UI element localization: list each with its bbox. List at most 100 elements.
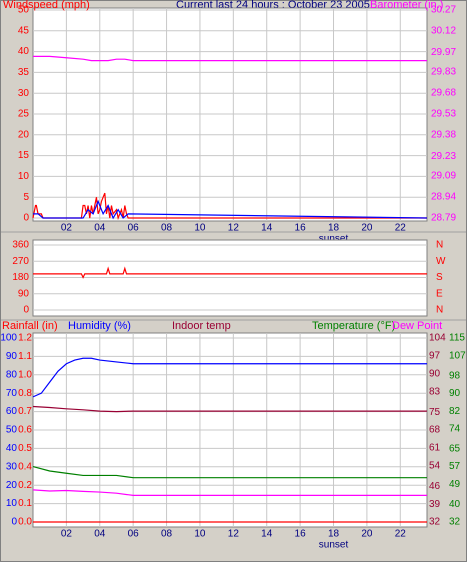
x-tick-label: 12 xyxy=(228,529,240,540)
series-name: Windspeed (mph) xyxy=(3,0,90,11)
y4-tick-label: 0.4 xyxy=(18,461,32,472)
x-tick-label: 10 xyxy=(194,223,206,234)
y-tick-label: 0 xyxy=(11,517,17,528)
y-tick-label: 50 xyxy=(18,5,30,16)
y-tick-label: 90 xyxy=(18,288,30,299)
y4-tick-label: 0.2 xyxy=(18,480,32,491)
series-line xyxy=(33,266,427,279)
y3-tick-label: 40 xyxy=(449,499,461,510)
x-tick-label: 02 xyxy=(61,529,73,540)
y2-tick-label: 29.97 xyxy=(431,47,456,58)
annotation: sunset xyxy=(319,540,349,551)
y-tick-label: 270 xyxy=(12,256,29,267)
series-line xyxy=(32,465,427,479)
y2-tick-label: N xyxy=(436,305,443,316)
x-tick-label: 18 xyxy=(328,529,340,540)
y-tick-label: 20 xyxy=(18,129,30,140)
y-tick-label: 0 xyxy=(23,213,29,224)
y-tick-label: 100 xyxy=(0,333,17,344)
y4-tick-label: 0.1 xyxy=(18,498,32,509)
y2-tick-label: 61 xyxy=(429,443,441,454)
y2-tick-label: 29.53 xyxy=(431,109,456,120)
y-tick-label: 180 xyxy=(12,272,29,283)
y-tick-label: 50 xyxy=(6,425,18,436)
y2-tick-label: 29.38 xyxy=(431,130,456,141)
y2-tick-label: 29.09 xyxy=(431,170,456,181)
y2-tick-label: 46 xyxy=(429,481,441,492)
y-tick-label: 30 xyxy=(6,461,18,472)
series-name: Barometer (in.) xyxy=(370,0,443,11)
y2-tick-label: 29.68 xyxy=(431,88,456,99)
x-tick-label: 06 xyxy=(128,529,140,540)
chart-title: Current last 24 hours : October 23 2005 xyxy=(176,0,370,11)
y2-tick-label: 28.79 xyxy=(431,213,456,224)
y2-tick-label: 83 xyxy=(429,386,441,397)
y-tick-label: 35 xyxy=(18,67,30,78)
y-tick-label: 60 xyxy=(6,406,18,417)
y3-tick-label: 74 xyxy=(449,424,461,435)
x-tick-label: 14 xyxy=(261,223,273,234)
y-tick-label: 10 xyxy=(18,171,30,182)
y4-tick-label: 0.8 xyxy=(18,388,32,399)
y2-tick-label: S xyxy=(436,272,443,283)
y-tick-label: 5 xyxy=(23,192,29,203)
x-tick-label: 14 xyxy=(261,529,273,540)
y4-tick-label: 0.5 xyxy=(18,443,32,454)
y2-tick-label: E xyxy=(436,288,443,299)
series-line xyxy=(32,405,427,413)
x-tick-label: 18 xyxy=(328,223,340,234)
x-tick-label: 02 xyxy=(61,223,73,234)
y3-tick-label: 49 xyxy=(449,479,461,490)
y3-tick-label: 107 xyxy=(449,350,466,361)
y2-tick-label: 39 xyxy=(429,499,441,510)
annotation: sunset xyxy=(319,234,349,245)
y-tick-label: 40 xyxy=(6,443,18,454)
series-line xyxy=(33,199,428,220)
series-name: Rainfall (in) xyxy=(2,320,58,332)
y3-tick-label: 115 xyxy=(449,333,465,344)
y-tick-label: 20 xyxy=(6,480,18,491)
x-tick-label: 08 xyxy=(161,223,173,234)
y3-tick-label: 90 xyxy=(449,388,461,399)
y2-tick-label: 32 xyxy=(429,517,441,528)
x-tick-label: 22 xyxy=(395,529,407,540)
x-tick-label: 16 xyxy=(295,223,307,234)
x-tick-label: 10 xyxy=(194,529,206,540)
x-tick-label: 20 xyxy=(361,529,373,540)
x-tick-label: 04 xyxy=(94,223,106,234)
series-name: Dew Point xyxy=(392,320,442,332)
y3-tick-label: 57 xyxy=(449,461,461,472)
y-tick-label: 25 xyxy=(18,109,30,120)
y3-tick-label: 65 xyxy=(449,443,461,454)
y2-tick-label: 90 xyxy=(429,368,441,379)
y-tick-label: 70 xyxy=(6,388,18,399)
x-tick-label: 22 xyxy=(395,223,407,234)
y2-tick-label: 54 xyxy=(429,460,441,471)
x-tick-label: 12 xyxy=(228,223,240,234)
y-tick-label: 30 xyxy=(18,88,30,99)
y4-tick-label: 0.0 xyxy=(18,517,32,528)
y-tick-label: 45 xyxy=(18,25,30,36)
y4-tick-label: 0.6 xyxy=(18,425,32,436)
y2-tick-label: N xyxy=(436,240,443,251)
y2-tick-label: 29.23 xyxy=(431,151,456,162)
x-tick-label: 08 xyxy=(161,529,173,540)
y3-tick-label: 82 xyxy=(449,406,461,417)
y3-tick-label: 98 xyxy=(449,370,461,381)
y-tick-label: 40 xyxy=(18,46,30,57)
x-tick-label: 06 xyxy=(128,223,140,234)
y-tick-label: 0 xyxy=(23,305,29,316)
series-line xyxy=(33,55,427,62)
y2-tick-label: 29.83 xyxy=(431,66,456,77)
series-line xyxy=(32,489,427,496)
y-tick-label: 90 xyxy=(6,351,18,362)
y2-tick-label: 28.94 xyxy=(431,192,456,203)
series-name: Temperature (°F) xyxy=(312,320,395,332)
series-line xyxy=(32,357,427,398)
y2-tick-label: 30.12 xyxy=(431,26,456,37)
y4-tick-label: 1.0 xyxy=(18,369,32,380)
y4-tick-label: 0.7 xyxy=(18,406,32,417)
series-name: Indoor temp xyxy=(172,320,231,332)
series-line xyxy=(32,192,427,221)
